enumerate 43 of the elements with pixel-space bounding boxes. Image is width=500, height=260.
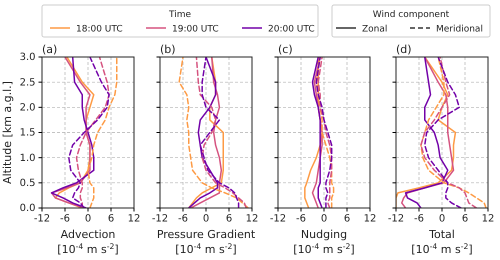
chart-title: (b) [160, 43, 176, 56]
x-axis-title: Total [10$^{-4}$ m s$^{-2}$] [411, 228, 473, 256]
x-tick-label: -6 [178, 214, 188, 225]
x-tick-label: 0 [438, 214, 446, 225]
x-tick-label: -6 [60, 214, 70, 225]
x-tick-label: -12 [34, 214, 50, 225]
y-axis-title: Altitude [km a.g.l.] [1, 81, 14, 184]
y-tick-label: 2.0 [20, 102, 36, 114]
x-tick-label: -12 [152, 214, 168, 225]
y-tick-label: 3.0 [20, 52, 36, 64]
x-tick-label: 12 [482, 214, 494, 225]
x-tick-label: -12 [270, 214, 286, 225]
legend-label: 20:00 UTC [268, 24, 315, 34]
x-tick-label: 6 [226, 214, 232, 225]
x-tick-label: 6 [108, 214, 114, 225]
x-tick-label: -6 [296, 214, 306, 225]
x-tick-label: -6 [414, 214, 424, 225]
text: Meridional [436, 24, 483, 34]
legend-title: Time [168, 10, 192, 20]
y-tick-label: 1.5 [20, 128, 36, 139]
x-tick-label: 12 [364, 214, 376, 225]
y-tick-label: 0.5 [20, 178, 36, 190]
x-tick-label: 0 [202, 214, 210, 225]
text: Zonal [362, 24, 388, 34]
y-tick-label: 0.0 [20, 203, 36, 214]
chart-title: (c) [278, 43, 293, 56]
chart-title: (d) [396, 43, 412, 56]
x-tick-label: 6 [344, 214, 350, 225]
x-tick-label: 12 [128, 214, 140, 225]
y-tick-label: 1.0 [20, 152, 36, 164]
chart-title: (a) [42, 43, 58, 56]
x-tick-label: 0 [84, 214, 92, 225]
x-tick-label: -12 [388, 214, 404, 225]
y-tick-label: 2.5 [20, 77, 36, 88]
x-axis-title: Nudging [10$^{-4}$ m s$^{-2}$] [293, 228, 355, 256]
x-tick-label: 6 [462, 214, 468, 225]
legend-label: 18:00 UTC [76, 24, 123, 34]
x-axis-title: Pressure Gradient [10$^{-4}$ m s$^{-2}$] [156, 228, 256, 256]
text: Wind component [372, 10, 450, 20]
x-axis-title: Advection [10$^{-4}$ m s$^{-2}$] [57, 228, 119, 256]
x-tick-label: 12 [246, 214, 258, 225]
legend-label: 19:00 UTC [172, 24, 219, 34]
x-tick-label: 0 [320, 214, 328, 225]
